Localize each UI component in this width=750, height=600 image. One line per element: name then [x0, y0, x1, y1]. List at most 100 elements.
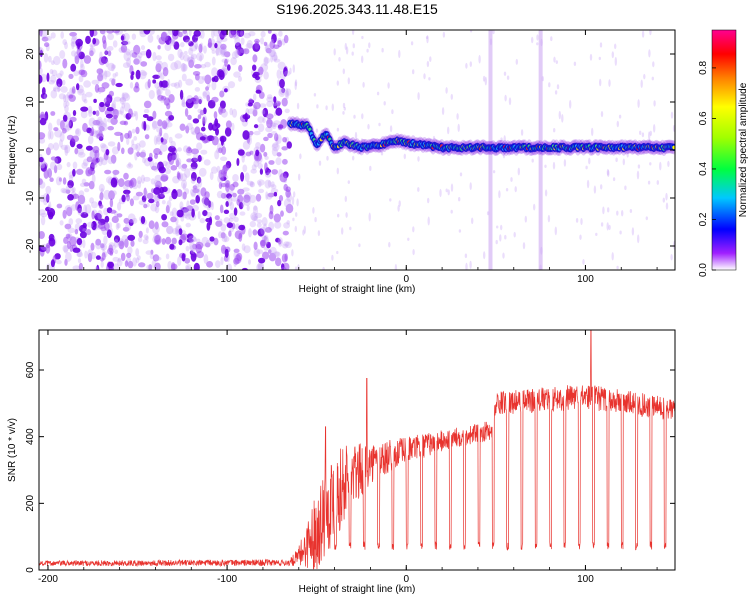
spectrogram-speckle — [197, 188, 201, 197]
spectrogram-speckle — [256, 222, 262, 228]
spectrogram-speckle — [150, 178, 156, 185]
spectrogram-speckle — [223, 233, 228, 242]
spectrogram-speckle — [190, 249, 195, 254]
spectrogram-speckle — [108, 190, 115, 201]
spectrogram-speckle — [211, 30, 215, 39]
spectrogram-speckle — [73, 70, 79, 77]
spectrogram-speckle — [256, 179, 265, 186]
spectrogram-speckle — [81, 178, 87, 184]
colorbar-tick-label: 0.4 — [698, 162, 709, 176]
spectrogram-speckle — [263, 41, 267, 47]
spectrogram-speckle — [65, 101, 70, 107]
spectrogram-speckle — [175, 152, 179, 160]
spectrogram-speckle — [59, 70, 64, 76]
spectrogram-speckle — [272, 122, 278, 127]
spectrogram-faint-speckle — [505, 188, 509, 192]
spectrogram-speckle — [57, 83, 61, 93]
spectrogram-speckle — [270, 181, 275, 188]
spectrogram-faint-speckle — [513, 231, 516, 238]
spectrogram-speckle — [179, 89, 184, 100]
spectrogram-speckle — [191, 157, 199, 163]
spectrogram-speckle — [283, 198, 292, 208]
spectrogram-speckle — [111, 215, 119, 224]
spectrogram-speckle — [271, 147, 278, 157]
spectrogram-speckle — [91, 126, 94, 137]
spectrogram-speckle — [206, 261, 214, 268]
spectrogram-speckle — [95, 238, 102, 246]
spectrogram-speckle — [69, 236, 77, 247]
spectrogram-speckle — [103, 97, 111, 104]
spectrogram-speckle — [160, 120, 164, 130]
spectrogram-speckle — [193, 95, 199, 105]
spectrogram-faint-speckle — [342, 102, 346, 109]
spectrogram-speckle — [54, 129, 63, 138]
spectrogram-speckle — [115, 82, 123, 88]
spectrogram-speckle — [155, 60, 163, 67]
spectrogram-speckle — [220, 182, 227, 188]
spectrogram-faint-speckle — [554, 90, 558, 95]
spectrogram-speckle — [62, 128, 67, 134]
spectrogram-faint-speckle — [496, 225, 499, 229]
spectrogram-faint-speckle — [498, 190, 501, 199]
spectrogram-speckle — [223, 170, 226, 178]
spectrogram-speckle — [173, 41, 180, 50]
spectrogram-speckle — [257, 262, 265, 270]
spectrogram-speckle — [193, 100, 199, 109]
spectrogram-speckle — [269, 204, 274, 215]
spectrogram-speckle — [119, 106, 125, 116]
spectrogram-speckle — [266, 193, 273, 200]
spectrogram-faint-speckle — [387, 82, 390, 89]
spectrogram-speckle — [250, 168, 257, 174]
spectrogram-speckle — [250, 181, 255, 188]
spectrogram-speckle — [41, 36, 49, 42]
spectrogram-speckle — [114, 131, 123, 136]
spectrogram-faint-speckle — [649, 30, 652, 36]
spectrogram-speckle — [248, 130, 254, 136]
spectrogram-speckle — [100, 143, 106, 149]
spectrogram-speckle — [285, 241, 292, 249]
spectrogram-faint-speckle — [504, 94, 507, 102]
spectrogram-speckle — [187, 146, 192, 152]
spectrogram-faint-speckle — [585, 165, 588, 170]
spectrogram-faint-speckle — [503, 135, 506, 144]
spectrogram-speckle — [154, 82, 160, 89]
spectrogram-speckle — [45, 244, 51, 254]
spectrogram-speckle — [224, 248, 229, 258]
spectrogram-speckle — [262, 251, 270, 260]
spectrogram-faint-speckle — [302, 229, 305, 236]
spectrogram-speckle — [152, 254, 160, 262]
spectrogram-speckle — [105, 149, 110, 156]
spectrogram-speckle — [229, 212, 236, 219]
spectrogram-speckle — [143, 176, 151, 182]
spectrogram-faint-speckle — [469, 30, 473, 33]
spectrogram-speckle — [199, 55, 203, 62]
spectrogram-faint-speckle — [429, 56, 432, 62]
spectrogram-faint-speckle — [389, 125, 393, 133]
spectrogram-speckle — [65, 185, 73, 192]
spectrogram-speckle — [203, 197, 210, 206]
spectrogram-faint-speckle — [294, 225, 297, 232]
spectrogram-speckle — [241, 200, 245, 208]
spectrogram-faint-speckle — [441, 107, 445, 116]
spectrogram-speckle — [164, 110, 173, 117]
spectrogram-speckle — [153, 256, 162, 261]
spectrogram-speckle — [256, 219, 263, 224]
spectrogram-speckle — [52, 142, 60, 151]
spectrogram-speckle — [271, 169, 279, 175]
spectrogram-speckle — [100, 261, 104, 268]
spectrogram-speckle — [266, 100, 273, 108]
spectrogram-speckle — [199, 136, 206, 141]
spectrogram-speckle — [182, 30, 188, 34]
spectrogram-speckle — [179, 201, 184, 210]
spectrogram-speckle — [191, 148, 199, 155]
spectrogram-speckle — [278, 88, 286, 97]
spectrogram-faint-speckle — [315, 128, 319, 133]
spectrogram-speckle — [99, 30, 106, 35]
spectrogram-faint-speckle — [503, 71, 507, 76]
spectrogram-speckle — [53, 165, 58, 174]
spectrogram-speckle — [167, 30, 174, 35]
spectrogram-speckle — [129, 82, 134, 89]
spectrogram-speckle — [153, 148, 162, 155]
spectrogram-faint-speckle — [659, 161, 662, 171]
spectrogram-faint-speckle — [336, 250, 339, 255]
